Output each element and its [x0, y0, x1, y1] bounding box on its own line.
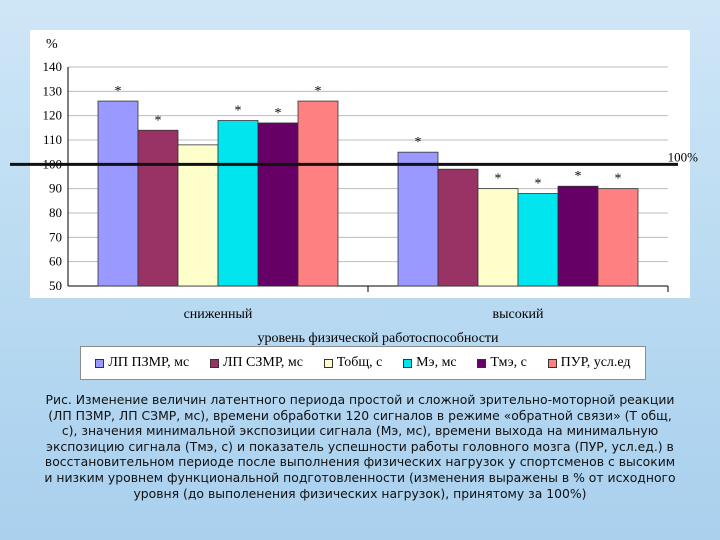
bar-2-2 [437, 168, 479, 287]
legend-item: Тмэ, с [477, 355, 527, 371]
x-axis-label: уровень физической работоспособности [257, 331, 499, 346]
bar-6-1 [297, 100, 339, 287]
bar-3-2 [477, 188, 519, 287]
significance-asterisk: * [615, 172, 622, 187]
bar-6-2 [597, 188, 639, 287]
y-axis-label: % [46, 37, 58, 52]
bar-4-1 [217, 120, 259, 287]
legend-swatch [209, 358, 219, 368]
legend-swatch [403, 358, 413, 368]
legend-swatch [95, 358, 105, 368]
y-tick-label: 140 [43, 59, 63, 74]
legend-swatch [477, 358, 487, 368]
bar-3-1 [177, 144, 219, 287]
significance-asterisk: * [415, 135, 422, 150]
y-tick-label: 50 [49, 278, 62, 293]
x-category-label: сниженный [184, 307, 253, 322]
y-tick-label: 70 [49, 229, 62, 244]
x-category-label: высокий [492, 307, 544, 322]
y-tick-label: 80 [49, 205, 62, 220]
reference-line-label: 100% [668, 149, 699, 164]
figure-caption: Рис. Изменение величин латентного период… [44, 392, 676, 501]
significance-asterisk: * [275, 106, 282, 121]
legend-item: Тобщ, с [323, 355, 383, 371]
y-tick-label: 110 [43, 132, 62, 147]
legend-swatch [323, 358, 333, 368]
y-tick-label: 130 [43, 83, 63, 98]
legend-label: ЛП ПЗМР, мс [108, 355, 190, 370]
significance-asterisk: * [155, 113, 162, 128]
legend-label: Тмэ, с [490, 355, 527, 370]
y-tick-label: 60 [49, 254, 62, 269]
bar-1-2 [397, 151, 439, 287]
y-tick-label: 120 [43, 108, 63, 123]
legend-label: ПУР, усл.ед [560, 355, 631, 370]
chart-legend: ЛП ПЗМР, мс ЛП СЗМР, мс Тобщ, с Мэ, мс Тмэ, … [80, 346, 646, 380]
bar-2-1 [137, 129, 179, 287]
bar-chart: % уровень физической работоспособности 5… [10, 37, 698, 346]
significance-asterisk: * [115, 84, 122, 99]
significance-asterisk: * [535, 177, 542, 192]
bar-5-1 [257, 122, 299, 287]
legend-label: Мэ, мс [416, 355, 457, 370]
bar-4-2 [517, 193, 559, 287]
legend-swatch [547, 358, 557, 368]
legend-label: Тобщ, с [336, 355, 383, 370]
chart-panel: % уровень физической работоспособности 5… [10, 30, 698, 346]
bar-5-2 [557, 185, 599, 287]
legend-label: ЛП СЗМР, мс [222, 355, 303, 370]
significance-asterisk: * [235, 104, 242, 119]
bar-1-1 [97, 100, 139, 287]
legend-item: ЛП СЗМР, мс [209, 355, 303, 371]
legend-item: ЛП ПЗМР, мс [95, 355, 189, 371]
legend-item: ПУР, усл.ед [547, 355, 631, 371]
significance-asterisk: * [575, 169, 582, 184]
significance-asterisk: * [495, 172, 502, 187]
legend-item: Мэ, мс [403, 355, 457, 371]
y-tick-label: 90 [49, 181, 62, 196]
significance-asterisk: * [315, 84, 322, 99]
